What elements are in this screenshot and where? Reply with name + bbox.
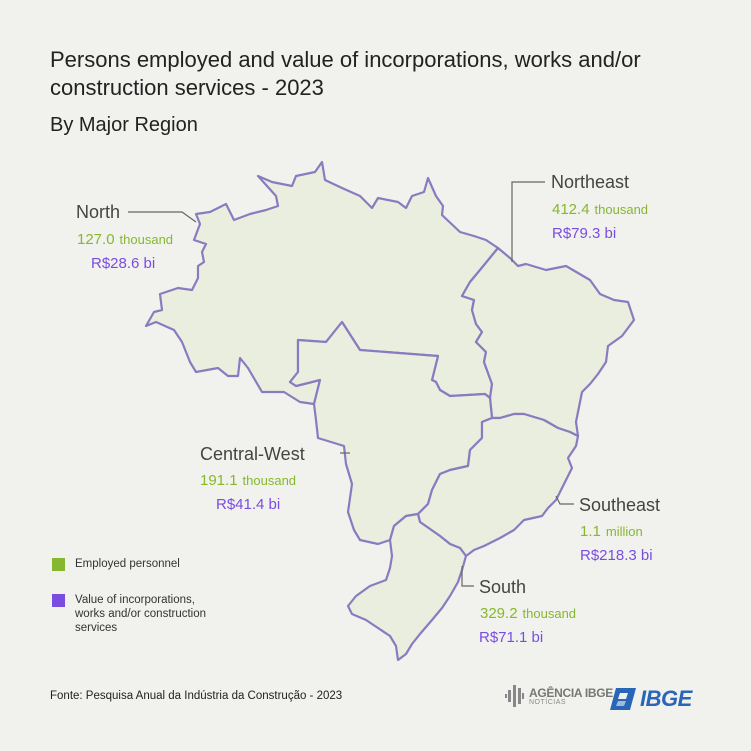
north-name: North — [76, 202, 120, 222]
central-west-name: Central-West — [200, 444, 305, 464]
ibge-mark-icon — [610, 688, 636, 710]
legend-value-label: Value of incorporations, works and/or co… — [75, 594, 207, 634]
north-value: R$28.6 bi — [91, 255, 155, 272]
source-note: Fonte: Pesquisa Anual da Indústria da Co… — [50, 690, 343, 702]
southeast-leader-line — [555, 495, 574, 505]
northeast-value: R$79.3 bi — [552, 225, 616, 242]
chart-subtitle: By Major Region — [50, 114, 198, 136]
agencia-sub-text: NOTÍCIAS — [529, 698, 567, 706]
south-value: R$71.1 bi — [479, 629, 543, 646]
northeast-employed: 412.4 thousand — [552, 201, 648, 218]
northeast-leader-line — [511, 181, 545, 262]
legend-value: Value of incorporations, works and/or co… — [52, 593, 225, 635]
legend-value-swatch — [52, 594, 65, 607]
chart-title: Persons employed and value of incorporat… — [50, 47, 641, 100]
north-leader-line — [128, 211, 197, 223]
south-employed-unit: thousand — [523, 606, 577, 621]
north-employed: 127.0 thousand — [77, 231, 173, 248]
agencia-ibge-logo: AGÊNCIA IBGE NOTÍCIAS — [505, 685, 613, 707]
south-leader-line — [461, 566, 474, 587]
legend-employed-label: Employed personnel — [75, 558, 180, 570]
northeast-name: Northeast — [551, 172, 629, 192]
southeast-employed: 1.1 million — [580, 523, 643, 540]
southeast-employed-unit: million — [606, 524, 643, 539]
northeast-employed-value: 412.4 — [552, 201, 590, 218]
southeast-employed-value: 1.1 — [580, 523, 601, 540]
south-employed: 329.2 thousand — [480, 605, 576, 622]
central-west-employed-value: 191.1 — [200, 472, 238, 489]
southeast-name: Southeast — [579, 495, 660, 515]
ibge-text: IBGE — [640, 686, 692, 711]
central-west-employed-unit: thousand — [243, 473, 297, 488]
region-southeast-shape — [416, 412, 580, 558]
agencia-mark-icon — [505, 685, 524, 707]
north-employed-unit: thousand — [120, 232, 174, 247]
legend-employed-swatch — [52, 558, 65, 571]
agencia-text: AGÊNCIA IBGE — [529, 685, 613, 700]
central-west-value: R$41.4 bi — [216, 496, 280, 513]
southeast-value: R$218.3 bi — [580, 547, 653, 564]
south-employed-value: 329.2 — [480, 605, 518, 622]
ibge-logo: IBGE — [610, 686, 692, 712]
northeast-employed-unit: thousand — [595, 202, 649, 217]
central-west-employed: 191.1 thousand — [200, 472, 296, 489]
south-name: South — [479, 577, 526, 597]
legend-employed: Employed personnel — [52, 557, 225, 571]
north-employed-value: 127.0 — [77, 231, 115, 248]
region-south-shape — [346, 512, 468, 662]
